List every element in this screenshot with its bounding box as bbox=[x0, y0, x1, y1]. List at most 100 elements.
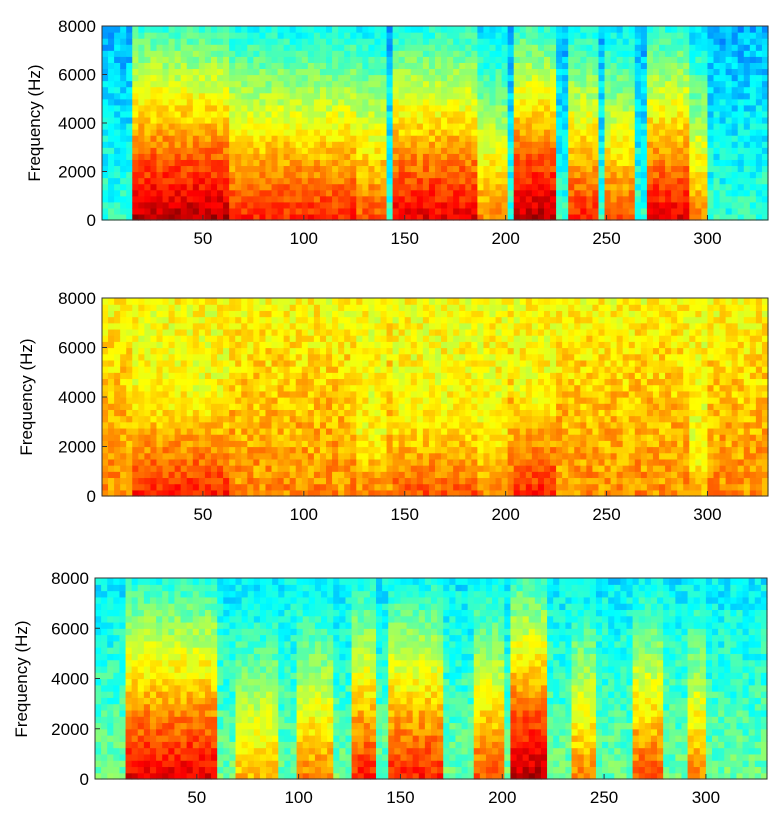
heat-cell bbox=[180, 177, 188, 185]
heat-cell bbox=[198, 378, 206, 386]
heat-cell bbox=[156, 135, 164, 142]
heat-cell bbox=[138, 390, 145, 398]
heat-cell bbox=[259, 26, 267, 33]
heat-cell bbox=[144, 409, 152, 417]
heat-cell bbox=[283, 153, 291, 160]
heat-cell bbox=[114, 328, 121, 336]
heat-cell bbox=[477, 116, 485, 124]
heat-cell bbox=[126, 92, 133, 100]
heat-cell bbox=[108, 177, 115, 185]
heat-cell bbox=[326, 427, 333, 435]
heat-cell bbox=[204, 104, 212, 112]
heat-cell bbox=[447, 189, 454, 197]
heat-cell bbox=[610, 50, 618, 57]
heat-cell bbox=[525, 110, 533, 118]
heat-cell bbox=[743, 116, 751, 124]
heat-cell bbox=[198, 129, 206, 136]
heat-cell bbox=[217, 80, 224, 88]
heat-cell bbox=[283, 353, 291, 361]
heat-cell bbox=[301, 304, 309, 311]
heat-cell bbox=[525, 116, 533, 124]
heat-cell bbox=[659, 32, 666, 39]
heat-cell bbox=[277, 86, 285, 94]
heat-cell bbox=[313, 427, 321, 435]
heat-cell bbox=[665, 135, 672, 142]
heat-cell bbox=[392, 177, 400, 185]
heat-cell bbox=[483, 98, 491, 106]
heat-cell bbox=[356, 421, 363, 429]
heat-cell bbox=[247, 129, 254, 136]
heat-cell bbox=[168, 415, 176, 423]
heat-cell bbox=[435, 62, 442, 70]
heat-cell bbox=[477, 68, 485, 76]
heat-cell bbox=[295, 213, 303, 221]
heat-cell bbox=[344, 409, 351, 417]
heat-cell bbox=[150, 477, 158, 485]
heat-cell bbox=[683, 68, 690, 76]
heat-cell bbox=[713, 189, 721, 197]
heat-cell bbox=[120, 372, 127, 380]
heat-cell bbox=[168, 177, 176, 185]
heat-cell bbox=[156, 68, 164, 76]
heat-cell bbox=[168, 159, 176, 167]
heat-cell bbox=[168, 471, 176, 479]
heat-cell bbox=[271, 440, 279, 448]
heat-cell bbox=[204, 465, 212, 472]
heat-cell bbox=[301, 80, 309, 88]
heat-cell bbox=[132, 403, 139, 410]
heat-cell bbox=[217, 471, 224, 479]
heat-cell bbox=[326, 92, 333, 100]
heat-cell bbox=[102, 74, 109, 82]
heat-cell bbox=[344, 397, 351, 404]
heat-cell bbox=[568, 189, 575, 197]
heat-cell bbox=[301, 68, 309, 76]
heat-cell bbox=[671, 74, 678, 82]
heat-cell bbox=[392, 74, 400, 82]
heat-cell bbox=[338, 50, 345, 57]
heat-cell bbox=[132, 353, 139, 361]
heat-cell bbox=[689, 201, 696, 209]
heat-cell bbox=[338, 409, 345, 417]
heat-cell bbox=[543, 62, 551, 70]
heat-cell bbox=[301, 92, 309, 100]
heat-cell bbox=[392, 26, 400, 33]
heat-cell bbox=[114, 322, 121, 330]
heat-cell bbox=[108, 341, 115, 349]
heat-cell bbox=[501, 104, 509, 112]
heat-cell bbox=[634, 38, 642, 45]
heat-cell bbox=[652, 62, 660, 70]
heat-cell bbox=[356, 403, 363, 410]
heat-cell bbox=[610, 68, 618, 76]
heat-cell bbox=[652, 50, 660, 57]
heat-cell bbox=[283, 68, 291, 76]
heat-cell bbox=[574, 62, 581, 70]
heat-cell bbox=[180, 458, 188, 466]
heat-cell bbox=[350, 80, 357, 88]
heat-cell bbox=[410, 110, 418, 118]
heat-cell bbox=[362, 165, 369, 173]
heat-cell bbox=[241, 104, 248, 112]
x-tick-label: 300 bbox=[693, 229, 721, 248]
heat-cell bbox=[277, 298, 285, 305]
heat-cell bbox=[453, 80, 460, 88]
heat-cell bbox=[247, 86, 254, 94]
heat-cell bbox=[295, 440, 303, 448]
heat-cell bbox=[289, 98, 297, 106]
heat-cell bbox=[531, 213, 539, 221]
heat-cell bbox=[465, 213, 472, 221]
heat-cell bbox=[598, 141, 606, 148]
heat-cell bbox=[156, 434, 164, 441]
heat-cell bbox=[295, 80, 303, 88]
heat-cell bbox=[289, 359, 297, 367]
heat-cell bbox=[126, 409, 133, 417]
heat-cell bbox=[513, 44, 521, 51]
heat-cell bbox=[265, 304, 273, 311]
heat-cell bbox=[108, 489, 115, 497]
heat-cell bbox=[132, 183, 139, 191]
heat-cell bbox=[677, 159, 684, 167]
heat-cell bbox=[404, 68, 412, 76]
heat-cell bbox=[507, 213, 515, 221]
heat-cell bbox=[725, 195, 733, 203]
heat-cell bbox=[229, 390, 236, 398]
heat-cell bbox=[265, 489, 273, 497]
